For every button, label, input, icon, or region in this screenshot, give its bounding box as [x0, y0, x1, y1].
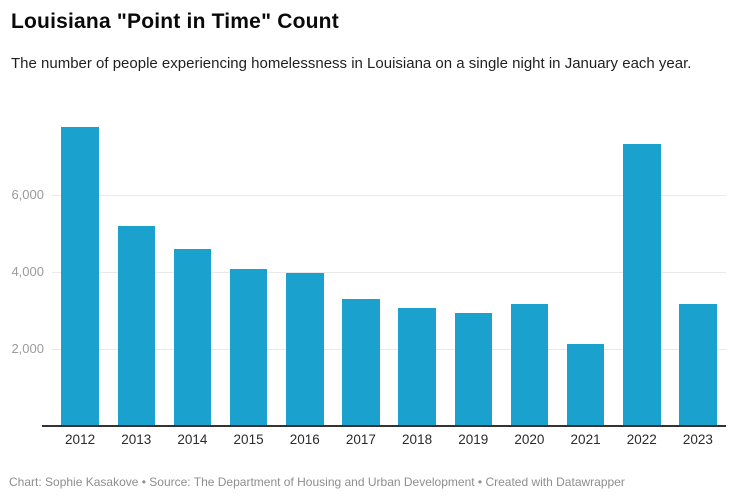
x-axis-label-2014: 2014	[177, 432, 208, 447]
plot-area	[42, 110, 726, 427]
bar-2017	[342, 298, 380, 426]
bar-2015	[229, 268, 268, 426]
bar-2022	[623, 143, 661, 426]
bar-2014	[173, 248, 212, 426]
bar-2018	[398, 308, 436, 426]
bar-2016	[286, 273, 324, 426]
x-axis-label-2021: 2021	[570, 432, 601, 447]
gridline-6000	[52, 194, 726, 196]
y-axis-label-4000: 4,000	[11, 263, 44, 279]
x-axis-line	[42, 425, 726, 427]
gridline-2000	[52, 348, 726, 350]
gridline-4000	[52, 271, 726, 273]
x-axis-label-2022: 2022	[626, 432, 657, 447]
x-axis-label-2012: 2012	[65, 432, 96, 447]
bar-2020	[510, 303, 549, 426]
x-axis-label-2019: 2019	[458, 432, 489, 447]
attribution-footer: Chart: Sophie Kasakove • Source: The Dep…	[9, 475, 625, 489]
bar-2019	[454, 313, 492, 426]
x-axis-label-2020: 2020	[514, 432, 545, 447]
bar-2021	[566, 343, 605, 426]
y-axis-label-6000: 6,000	[11, 186, 44, 202]
x-axis-label-2023: 2023	[682, 432, 713, 447]
x-axis-label-2018: 2018	[402, 432, 433, 447]
bar-2023	[679, 303, 717, 426]
chart-title: Louisiana "Point in Time" Count	[11, 10, 339, 33]
x-axis-label-2015: 2015	[233, 432, 264, 447]
bar-2013	[117, 225, 155, 426]
bar-2012	[61, 126, 99, 426]
x-axis-label-2016: 2016	[289, 432, 320, 447]
x-axis-label-2017: 2017	[345, 432, 376, 447]
chart-subtitle: The number of people experiencing homele…	[11, 55, 692, 72]
chart-area: 2,000 4,000 6,000 2012 2013 2014 2015 2016 2017 2…	[0, 110, 738, 460]
x-axis-label-2013: 2013	[121, 432, 152, 447]
y-axis-label-2000: 2,000	[11, 340, 44, 356]
